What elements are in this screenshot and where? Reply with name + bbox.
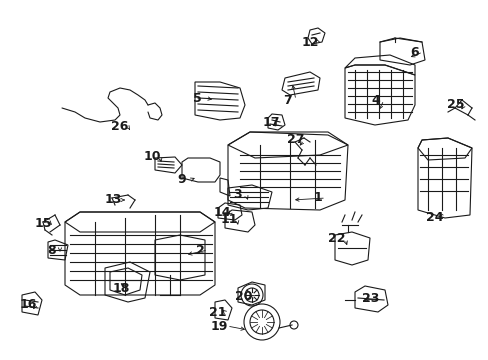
Text: 2: 2: [195, 243, 204, 256]
Text: 17: 17: [262, 117, 279, 130]
Text: 20: 20: [235, 289, 252, 302]
Text: 22: 22: [327, 233, 345, 246]
Text: 8: 8: [48, 243, 56, 256]
Text: 9: 9: [177, 174, 186, 186]
Text: 15: 15: [34, 217, 52, 230]
Text: 23: 23: [362, 292, 379, 306]
Text: 25: 25: [447, 99, 464, 112]
Text: 1: 1: [313, 192, 322, 204]
Text: 18: 18: [112, 282, 129, 294]
Text: 16: 16: [19, 297, 37, 310]
Text: 14: 14: [213, 207, 230, 220]
Text: 26: 26: [111, 121, 128, 134]
Text: 19: 19: [210, 320, 227, 333]
Text: 13: 13: [104, 193, 122, 207]
Text: 5: 5: [192, 91, 201, 104]
Text: 24: 24: [426, 211, 443, 225]
Text: 12: 12: [301, 36, 318, 49]
Text: 10: 10: [143, 150, 161, 163]
Text: 7: 7: [283, 94, 292, 107]
Text: 27: 27: [286, 134, 304, 147]
Text: 3: 3: [233, 189, 242, 202]
Text: 11: 11: [220, 213, 237, 226]
Text: 4: 4: [371, 94, 380, 107]
Text: 21: 21: [209, 306, 226, 320]
Text: 6: 6: [410, 45, 418, 58]
